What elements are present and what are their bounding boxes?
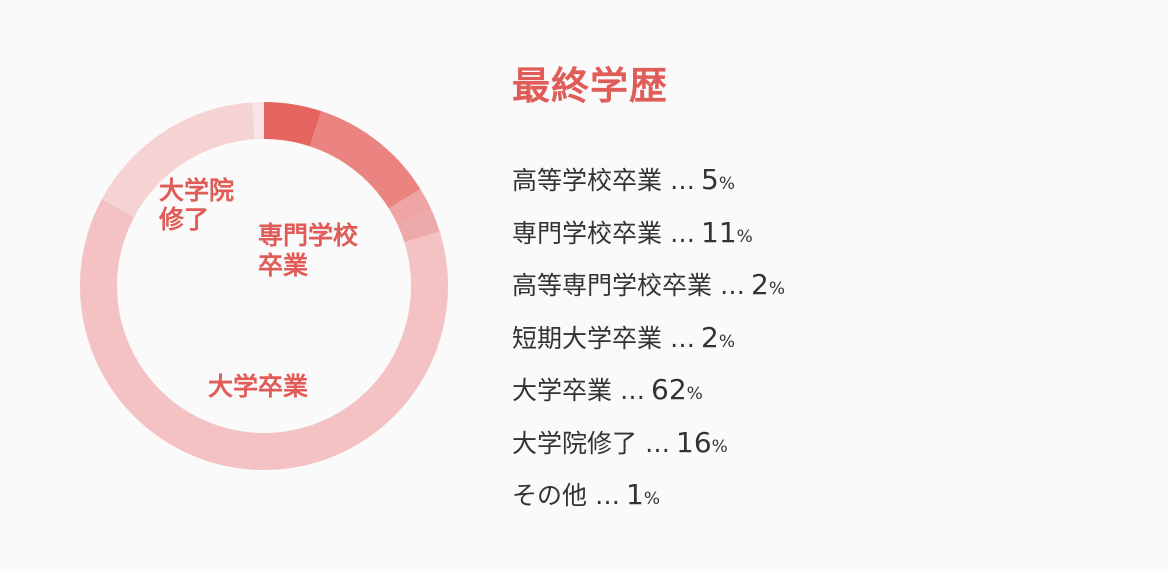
donut-segment bbox=[397, 209, 440, 243]
legend-category: 高等専門学校卒業 bbox=[512, 271, 713, 300]
legend-value: 11 bbox=[701, 215, 737, 249]
legend-separator: … bbox=[595, 481, 621, 510]
legend-unit: % bbox=[718, 174, 735, 194]
inner-label-graduate-school: 大学院 修了 bbox=[158, 176, 234, 234]
legend-category: 高等学校卒業 bbox=[512, 166, 663, 195]
legend-unit: % bbox=[718, 331, 735, 352]
legend-value: 62 bbox=[651, 373, 687, 406]
inner-label-specialty-school: 専門学校 卒業 bbox=[258, 221, 359, 280]
inner-label-university: 大学卒業 bbox=[208, 372, 308, 401]
legend-unit: % bbox=[686, 384, 703, 404]
legend-item: 大学卒業… 62% bbox=[512, 368, 785, 421]
inner-label-line: 大学院 bbox=[159, 176, 234, 205]
legend-separator: … bbox=[670, 218, 696, 248]
legend-value: 16 bbox=[676, 425, 712, 459]
legend-list: 高等学校卒業… 5% 専門学校卒業… 11% 高等専門学校卒業… 2% 短期大学卒業…… bbox=[512, 158, 785, 526]
legend-category: 大学院修了 bbox=[512, 428, 638, 458]
donut-segment bbox=[264, 102, 322, 147]
legend-category: その他 bbox=[512, 481, 588, 510]
legend-separator: … bbox=[670, 166, 696, 195]
legend-item: 高等学校卒業… 5% bbox=[512, 158, 785, 211]
legend-unit: % bbox=[768, 279, 785, 299]
legend-item: 専門学校卒業… 11% bbox=[512, 211, 785, 264]
legend-unit: % bbox=[711, 436, 728, 457]
legend-category: 大学卒業 bbox=[512, 376, 613, 405]
legend-item: 高等専門学校卒業… 2% bbox=[512, 263, 785, 316]
legend-value: 5 bbox=[701, 163, 719, 196]
legend-unit: % bbox=[643, 489, 660, 509]
donut-segment bbox=[80, 199, 449, 471]
legend-value: 2 bbox=[751, 268, 769, 301]
legend-separator: … bbox=[720, 271, 746, 300]
donut-segment bbox=[388, 188, 432, 225]
legend-category: 短期大学卒業 bbox=[512, 323, 663, 353]
legend-item: その他… 1% bbox=[512, 473, 785, 526]
donut-segment bbox=[252, 102, 264, 140]
legend-value: 1 bbox=[626, 478, 644, 511]
legend-category: 専門学校卒業 bbox=[512, 218, 663, 248]
legend-separator: … bbox=[620, 376, 646, 405]
education-donut-chart: 専門学校 卒業 大学卒業 大学院 修了 bbox=[80, 102, 449, 471]
donut-segment bbox=[309, 111, 421, 209]
legend-item: 大学院修了… 16% bbox=[512, 421, 785, 474]
legend-separator: … bbox=[670, 323, 696, 353]
legend-unit: % bbox=[736, 226, 753, 247]
inner-label-line: 修了 bbox=[158, 205, 209, 234]
legend-item: 短期大学卒業… 2% bbox=[512, 316, 785, 369]
inner-label-line: 専門学校 bbox=[258, 221, 359, 250]
legend-value: 2 bbox=[701, 320, 719, 354]
inner-label-line: 大学卒業 bbox=[208, 372, 308, 401]
donut-segment bbox=[101, 102, 255, 217]
legend-separator: … bbox=[645, 428, 671, 458]
inner-label-line: 卒業 bbox=[258, 251, 308, 280]
chart-title: 最終学歴 bbox=[512, 64, 669, 108]
